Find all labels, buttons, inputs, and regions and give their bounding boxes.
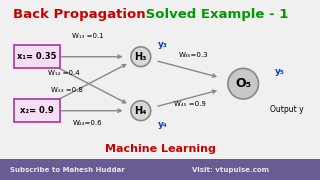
Ellipse shape [131, 47, 151, 67]
Text: y₅: y₅ [275, 68, 285, 76]
Text: H₄: H₄ [135, 106, 147, 116]
Text: H₃: H₃ [135, 52, 147, 62]
Text: Back Propagation: Back Propagation [13, 8, 145, 21]
Text: Subscribe to Mahesh Huddar: Subscribe to Mahesh Huddar [10, 167, 124, 173]
FancyBboxPatch shape [0, 159, 320, 180]
Text: Solved Example - 1: Solved Example - 1 [141, 8, 288, 21]
Text: O₅: O₅ [235, 77, 251, 90]
FancyBboxPatch shape [14, 99, 60, 122]
Text: W₃₅=0.3: W₃₅=0.3 [179, 52, 208, 58]
Text: Visit: vtupulse.com: Visit: vtupulse.com [192, 167, 269, 173]
FancyBboxPatch shape [14, 45, 60, 68]
Text: x₁= 0.35: x₁= 0.35 [17, 52, 57, 61]
Text: W₁₃ =0.1: W₁₃ =0.1 [72, 33, 104, 39]
Text: y₄: y₄ [158, 120, 168, 129]
Text: y₃: y₃ [158, 40, 168, 49]
Text: W₄₅ =0.9: W₄₅ =0.9 [174, 100, 206, 107]
Text: Output y: Output y [270, 105, 304, 114]
Ellipse shape [131, 101, 151, 121]
Text: W₂₃ =0.8: W₂₃ =0.8 [51, 87, 83, 93]
Ellipse shape [228, 68, 259, 99]
Text: x₂= 0.9: x₂= 0.9 [20, 106, 54, 115]
Text: W₂₄=0.6: W₂₄=0.6 [73, 120, 103, 126]
Text: Machine Learning: Machine Learning [105, 143, 215, 154]
Text: W₁₄ =0.4: W₁₄ =0.4 [48, 70, 80, 76]
